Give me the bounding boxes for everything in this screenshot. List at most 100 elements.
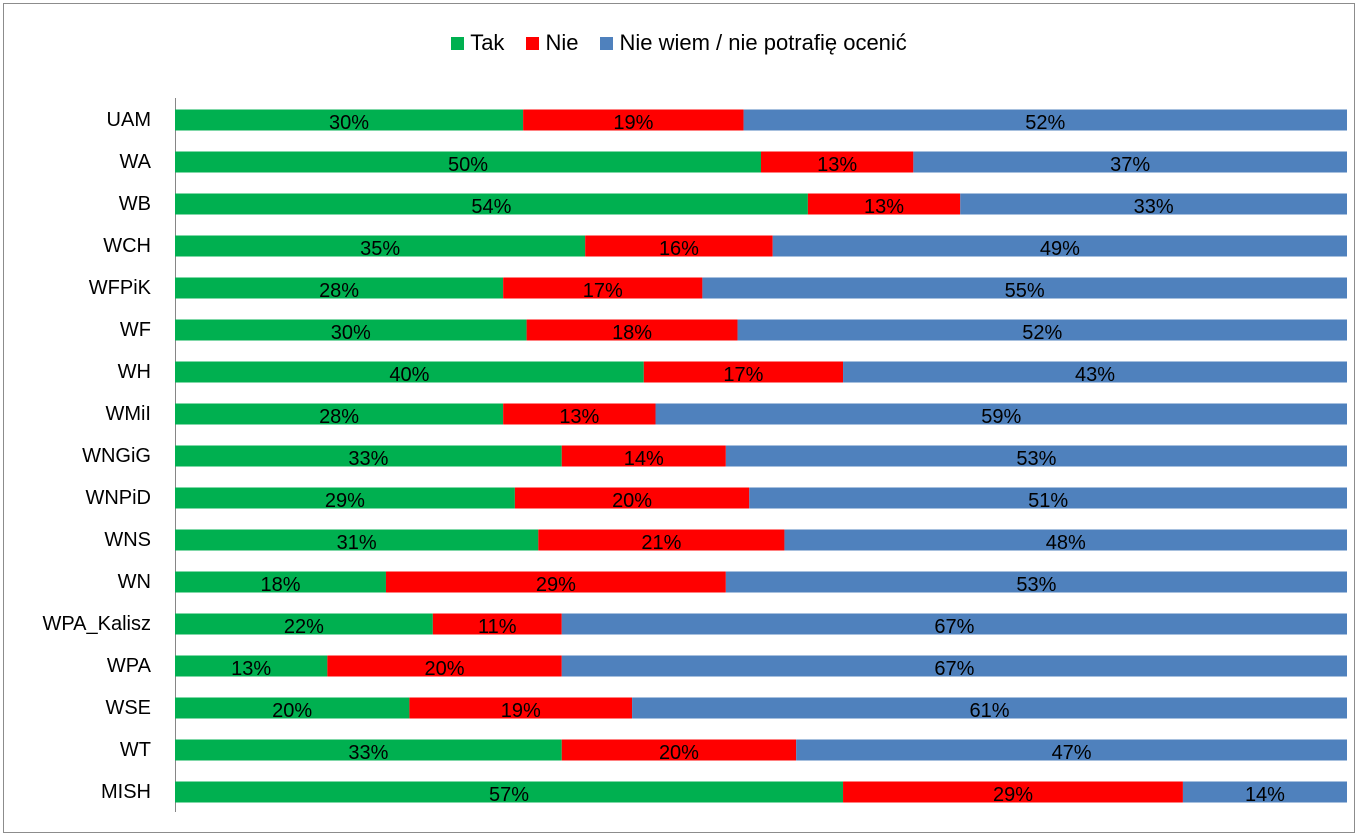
data-label-nie-wiem-wh: 43% [1075, 364, 1115, 386]
data-label-nie-wt: 20% [659, 742, 699, 764]
data-label-nie-wiem-wt: 47% [1052, 742, 1092, 764]
data-label-tak-wpa: 13% [231, 658, 271, 680]
bar-segment-tak-wh [175, 361, 644, 383]
data-label-nie-wpa: 20% [425, 658, 465, 680]
bar-segment-nie-wiem-wt [796, 739, 1347, 761]
bar-segment-nie-wch [585, 235, 773, 257]
data-label-nie-uam: 19% [613, 112, 653, 134]
bar-segment-tak-wse [175, 697, 410, 719]
data-label-nie-wb: 13% [864, 196, 904, 218]
legend-label-tak: Tak [470, 30, 505, 55]
bar-segment-tak-wa [175, 151, 761, 173]
bar-segment-tak-wpa [175, 655, 328, 677]
bar-segment-tak-wn [175, 571, 386, 593]
bar-segment-tak-uam [175, 109, 524, 131]
legend-item-tak: Tak [451, 30, 504, 56]
bar-segment-nie-wiem-wn [725, 571, 1347, 593]
data-label-nie-wiem-wfpik: 55% [1005, 280, 1045, 302]
category-label-wfpik: WFPiK [89, 277, 152, 299]
bar-segment-nie-wfpik [503, 277, 703, 299]
category-label-wpa-kalisz: WPA_Kalisz [42, 613, 151, 635]
bar-segment-tak-wpa-kalisz [175, 613, 433, 635]
bar-segment-nie-mish [843, 781, 1183, 803]
bar-segment-nie-wiem-mish [1182, 781, 1347, 803]
data-label-nie-wiem-wngig: 53% [1016, 448, 1056, 470]
data-label-nie-wns: 21% [641, 532, 681, 554]
bar-segment-nie-wiem-wpa-kalisz [561, 613, 1347, 635]
bar-segment-tak-wt [175, 739, 562, 761]
bar-segment-nie-wnpid [514, 487, 750, 509]
data-label-nie-wse: 19% [501, 700, 541, 722]
category-label-uam: UAM [107, 109, 151, 131]
data-label-tak-wt: 33% [348, 742, 388, 764]
category-label-wns: WNS [104, 529, 151, 551]
category-label-wpa: WPA [107, 655, 152, 677]
data-label-nie-wmii: 13% [559, 406, 599, 428]
bar-segment-nie-wiem-wf [737, 319, 1347, 341]
bar-segment-nie-wpa [327, 655, 562, 677]
data-label-nie-wiem-uam: 52% [1025, 112, 1065, 134]
bar-segment-nie-wiem-wb [960, 193, 1347, 215]
bar-segment-nie-wns [538, 529, 785, 551]
bar-segment-tak-mish [175, 781, 844, 803]
bar-segment-nie-wiem-wa [913, 151, 1347, 173]
data-label-tak-wn: 18% [260, 574, 300, 596]
data-label-nie-wh: 17% [723, 364, 763, 386]
data-label-nie-wiem-wch: 49% [1040, 238, 1080, 260]
data-label-tak-wh: 40% [389, 364, 429, 386]
category-label-wh: WH [118, 361, 151, 383]
category-label-wb: WB [119, 193, 151, 215]
bar-segment-tak-wmii [175, 403, 504, 425]
data-label-tak-wf: 30% [331, 322, 371, 344]
data-label-nie-wiem-wn: 53% [1016, 574, 1056, 596]
bar-segment-tak-wch [175, 235, 586, 257]
category-label-wch: WCH [103, 235, 151, 257]
bar-segment-nie-wiem-wpa [561, 655, 1347, 677]
bar-segment-nie-wn [385, 571, 726, 593]
legend-swatch-nie-wiem [600, 36, 614, 50]
category-label-wngig: WNGiG [82, 445, 151, 467]
data-label-tak-mish: 57% [489, 784, 529, 806]
bar-segment-nie-uam [523, 109, 744, 131]
bar-segment-nie-wiem-uam [743, 109, 1347, 131]
bar-segment-nie-wiem-wch [772, 235, 1347, 257]
bar-segment-nie-wf [526, 319, 738, 341]
data-label-nie-wa: 13% [817, 154, 857, 176]
data-label-tak-uam: 30% [329, 112, 369, 134]
data-label-nie-wiem-wpa: 67% [934, 658, 974, 680]
legend-label-nie-wiem: Nie wiem / nie potrafię ocenić [619, 30, 907, 55]
bar-segment-nie-wh [643, 361, 844, 383]
data-label-nie-wiem-wns: 48% [1046, 532, 1086, 554]
bar-segment-nie-wngig [561, 445, 726, 467]
category-label-wt: WT [120, 739, 151, 761]
bar-segment-tak-wnpid [175, 487, 515, 509]
data-label-tak-wse: 20% [272, 700, 312, 722]
data-label-tak-wch: 35% [360, 238, 400, 260]
bar-segment-nie-wiem-wngig [725, 445, 1347, 467]
data-label-tak-wb: 54% [471, 196, 511, 218]
bar-segment-nie-wiem-wh [843, 361, 1347, 383]
data-label-nie-wiem-wb: 33% [1134, 196, 1174, 218]
bar-segment-tak-wfpik [175, 277, 504, 299]
legend-swatch-nie [526, 36, 540, 50]
data-label-tak-wngig: 33% [348, 448, 388, 470]
data-label-nie-wfpik: 17% [583, 280, 623, 302]
bar-segment-nie-wiem-wmii [655, 403, 1347, 425]
category-label-wf: WF [120, 319, 151, 341]
bar-segment-tak-wns [175, 529, 539, 551]
data-label-tak-wnpid: 29% [325, 490, 365, 512]
bar-segment-nie-wb [807, 193, 961, 215]
data-label-nie-wch: 16% [659, 238, 699, 260]
data-label-tak-wmii: 28% [319, 406, 359, 428]
bar-segment-nie-wa [761, 151, 914, 173]
data-label-tak-wpa-kalisz: 22% [284, 616, 324, 638]
data-label-nie-wn: 29% [536, 574, 576, 596]
bar-segment-nie-wpa-kalisz [432, 613, 562, 635]
bar-segment-nie-wse [409, 697, 633, 719]
bar-segment-nie-wiem-wns [784, 529, 1347, 551]
data-label-nie-wf: 18% [612, 322, 652, 344]
data-label-nie-wiem-wpa-kalisz: 67% [934, 616, 974, 638]
data-label-nie-wiem-mish: 14% [1245, 784, 1285, 806]
data-label-nie-wngig: 14% [624, 448, 664, 470]
